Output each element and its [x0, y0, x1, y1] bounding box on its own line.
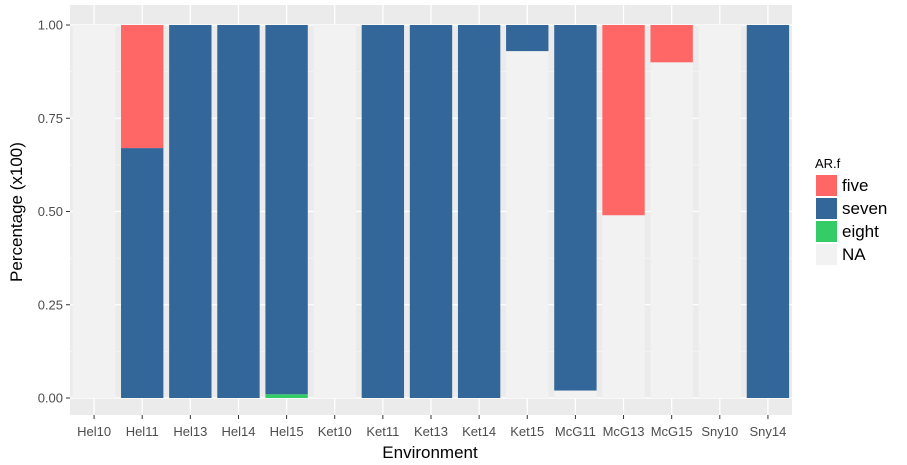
bar-Ket10-NA	[313, 25, 356, 398]
x-tick-label: McG15	[651, 424, 693, 439]
bar-Ket15-seven	[506, 25, 549, 52]
x-tick-label: Hel14	[221, 424, 255, 439]
x-tick-label: Ket11	[366, 424, 399, 439]
legend-swatch-seven	[816, 198, 837, 219]
y-axis-title: Percentage (x100)	[7, 142, 26, 282]
y-tick-label: 0.25	[38, 297, 63, 312]
bar-McG15-five	[650, 25, 693, 63]
bar-Hel10-NA	[72, 25, 116, 398]
bar-Hel15-eight	[265, 394, 308, 398]
y-axis-ticks: 0.00 0.25 0.50 0.75 1.00	[38, 18, 70, 406]
bar-McG11-NA	[554, 390, 597, 398]
legend-title: AR.f	[815, 156, 841, 171]
bar-McG13-NA	[602, 215, 645, 398]
x-tick-label: Hel11	[126, 424, 159, 439]
bar-Hel14-seven	[217, 25, 260, 398]
x-tick-label: Ket15	[510, 424, 544, 439]
y-tick-label: 0.00	[38, 391, 63, 406]
bar-Ket13-seven	[409, 25, 453, 398]
bar-Sny14-seven	[746, 25, 790, 398]
x-tick-label: Ket10	[318, 424, 352, 439]
x-tick-label: Ket14	[462, 424, 496, 439]
bar-Ket11-seven	[361, 25, 405, 398]
bar-McG15-NA	[650, 62, 693, 399]
y-tick-label: 0.50	[38, 204, 63, 219]
x-axis-ticks: Hel10 Hel11 Hel13 Hel14 Hel15 Ket10 Ket11 Ket13…	[77, 415, 786, 439]
bar-Hel11-five	[121, 25, 164, 149]
x-axis-title: Environment	[382, 443, 478, 462]
bar-Hel13-seven	[169, 25, 212, 398]
bar-Hel11-seven	[121, 148, 164, 398]
y-tick-label: 1.00	[38, 18, 63, 33]
legend-label-NA: NA	[842, 245, 866, 264]
x-tick-label: Hel15	[270, 424, 304, 439]
legend-swatch-five	[816, 175, 837, 196]
bar-Ket14-seven	[457, 25, 501, 398]
bar-McG13-five	[602, 25, 645, 216]
bar-Sny10-NA	[698, 25, 741, 398]
x-tick-label: Hel13	[173, 424, 207, 439]
bar-Ket15-NA	[506, 51, 549, 399]
legend-label-eight: eight	[842, 222, 879, 241]
x-tick-label: McG13	[603, 424, 645, 439]
legend-swatch-eight	[816, 221, 837, 242]
bar-McG11-seven	[554, 25, 597, 391]
y-tick-label: 0.75	[38, 111, 63, 126]
legend-label-five: five	[842, 176, 868, 195]
x-tick-label: Ket13	[414, 424, 448, 439]
bars	[72, 25, 790, 399]
legend-label-seven: seven	[842, 199, 887, 218]
x-tick-label: McG11	[555, 424, 596, 439]
x-tick-label: Sny14	[749, 424, 786, 439]
legend: AR.f five seven eight NA	[815, 156, 887, 265]
x-tick-label: Sny10	[701, 424, 738, 439]
bar-Hel15-seven	[265, 25, 308, 395]
x-tick-label: Hel10	[77, 424, 111, 439]
legend-swatch-NA	[816, 244, 837, 265]
